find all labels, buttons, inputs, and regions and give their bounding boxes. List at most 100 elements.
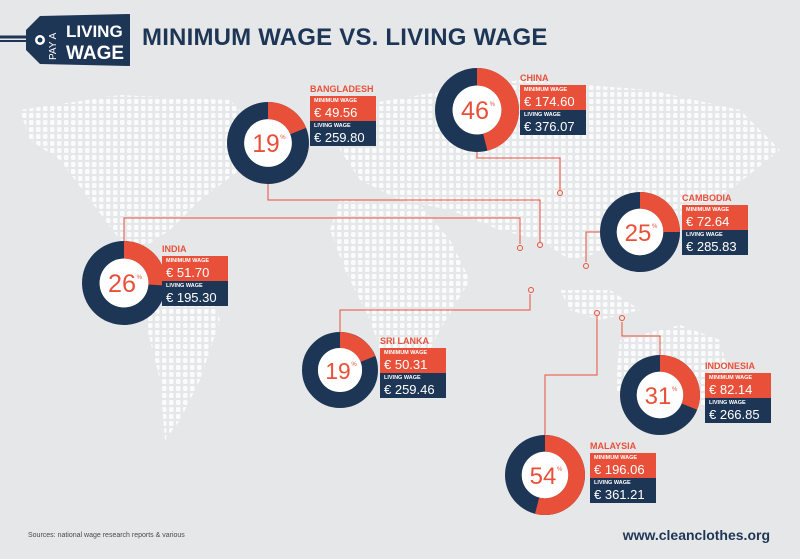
living-wage-box: LIVING WAGE € 259.46 [380,373,446,398]
country-name: INDONESIA [705,361,756,371]
living-wage-value: € 361.21 [594,487,645,502]
page-title: MINIMUM WAGE VS. LIVING WAGE [142,24,548,51]
percent-sign: % [280,135,286,141]
country-name: CHINA [520,73,549,83]
living-wage-value: € 259.80 [314,130,365,145]
minimum-wage-value: € 49.56 [314,105,358,120]
percent-sign: % [672,387,678,393]
country-name: BANGLADESH [310,84,374,94]
donut-minimum-wage-slice [476,68,519,151]
percent-label: 25 [625,220,652,247]
living-wage-value: € 376.07 [524,119,575,134]
country-name: CAMBODIA [682,193,732,203]
percent-label: 26 [108,270,136,298]
living-wage-value: € 285.83 [686,239,737,254]
living-wage-box: LIVING WAGE € 376.07 [520,110,586,135]
country-name: MALAYSIA [590,441,637,451]
living-wage-box: LIVING WAGE € 266.85 [705,398,771,423]
minimum-wage-caption: MINIMUM WAGE [314,98,358,104]
donut-center [452,85,502,135]
connector-line-china [476,152,561,190]
connector-line-india [123,217,521,244]
living-wage-box: LIVING WAGE € 285.83 [682,230,748,255]
minimum-wage-box: MINIMUM WAGE € 50.31 [380,348,446,373]
wage-label-sri-lanka: SRI LANKA MINIMUM WAGE € 50.31 LIVING WAG… [380,336,446,398]
donut-indonesia: 31% [620,354,701,435]
donut-cambodia: 25% [600,191,681,272]
percent-label: 31 [645,383,672,410]
website-url: www.cleanclothes.org [622,527,770,543]
connector-lines [123,152,661,435]
location-marker-malaysia [594,310,600,316]
living-wage-box: LIVING WAGE € 195.30 [162,281,228,306]
living-wage-caption: LIVING WAGE [524,112,561,118]
location-marker-indonesia [619,315,625,321]
donut-charts: 19 %46 %25 %26 %19 %31 %54% [81,67,701,515]
minimum-wage-caption: MINIMUM WAGE [524,87,568,93]
location-marker-sri-lanka [528,287,534,293]
donut-minimum-wage-slice [535,435,585,515]
minimum-wage-box: MINIMUM WAGE € 82.14 [705,373,771,398]
connector-line-sri-lanka [339,294,531,332]
location-marker-cambodia [583,263,589,269]
country-name: INDIA [162,244,187,254]
percent-label: 19 [325,358,350,384]
living-wage-box: LIVING WAGE € 361.21 [590,478,656,503]
living-wage-caption: LIVING WAGE [166,283,203,289]
sources-note: Sources: national wage research reports … [28,532,185,539]
living-wage-value: € 195.30 [166,290,217,305]
country-name: SRI LANKA [380,336,429,346]
percent-sign: % [351,362,357,368]
living-wage-value: € 259.46 [384,382,435,397]
donut-bangladesh: 19% [227,102,309,184]
minimum-wage-box: MINIMUM WAGE € 196.06 [590,453,656,478]
minimum-wage-caption: MINIMUM WAGE [594,455,638,461]
living-wage-caption: LIVING WAGE [709,400,746,406]
pay-a-living-wage-logo: PAY A LIVING WAGE [0,14,130,66]
minimum-wage-box: MINIMUM WAGE € 72.64 [682,205,748,230]
minimum-wage-value: € 72.64 [686,214,730,229]
minimum-wage-caption: MINIMUM WAGE [709,375,753,381]
donut-china: 46% [435,67,520,153]
percent-sign: % [652,224,658,230]
wage-label-malaysia: MALAYSIA MINIMUM WAGE € 196.06 LIVING WAG… [590,441,656,503]
wage-label-cambodia: CAMBODIA MINIMUM WAGE € 72.64 LIVING WAGE… [682,193,748,255]
location-marker-bangladesh [537,242,543,248]
minimum-wage-value: € 196.06 [594,462,645,477]
donut-malaysia: 54% [505,434,586,515]
minimum-wage-value: € 174.60 [524,94,575,109]
location-marker-india [517,245,523,251]
donut-minimum-wage-slice [123,241,166,286]
donut-center [521,451,569,499]
wage-label-indonesia: INDONESIA MINIMUM WAGE € 82.14 LIVING WAG… [705,361,771,423]
donut-india: 26% [81,241,167,326]
percent-label: 46 [461,97,489,125]
donut-center [616,208,664,256]
location-marker-china [557,190,563,196]
donut-minimum-wage-slice [659,355,700,410]
donut-center [244,119,292,167]
wage-label-china: CHINA MINIMUM WAGE € 174.60 LIVING WAGE € … [520,73,586,135]
percent-label: 19 [252,131,279,158]
percent-sign: % [557,467,563,473]
minimum-wage-caption: MINIMUM WAGE [686,207,730,213]
percent-label: 54 [530,463,557,490]
living-wage-caption: LIVING WAGE [384,375,421,381]
minimum-wage-value: € 50.31 [384,357,428,372]
minimum-wage-caption: MINIMUM WAGE [166,258,210,264]
living-wage-caption: LIVING WAGE [686,232,723,238]
connector-line-indonesia [621,322,661,355]
donut-minimum-wage-slice [639,192,680,233]
living-wage-caption: LIVING WAGE [594,480,631,486]
svg-text:PAY A: PAY A [48,32,59,60]
svg-text:LIVING: LIVING [66,22,123,41]
connector-line-cambodia [585,231,600,262]
living-wage-box: LIVING WAGE € 259.80 [310,121,376,146]
donut-minimum-wage-slice [339,332,376,363]
svg-text:WAGE: WAGE [66,43,124,64]
donut-center [636,371,684,419]
living-wage-value: € 266.85 [709,407,760,422]
minimum-wage-box: MINIMUM WAGE € 49.56 [310,96,376,121]
minimum-wage-box: MINIMUM WAGE € 51.70 [162,256,228,281]
